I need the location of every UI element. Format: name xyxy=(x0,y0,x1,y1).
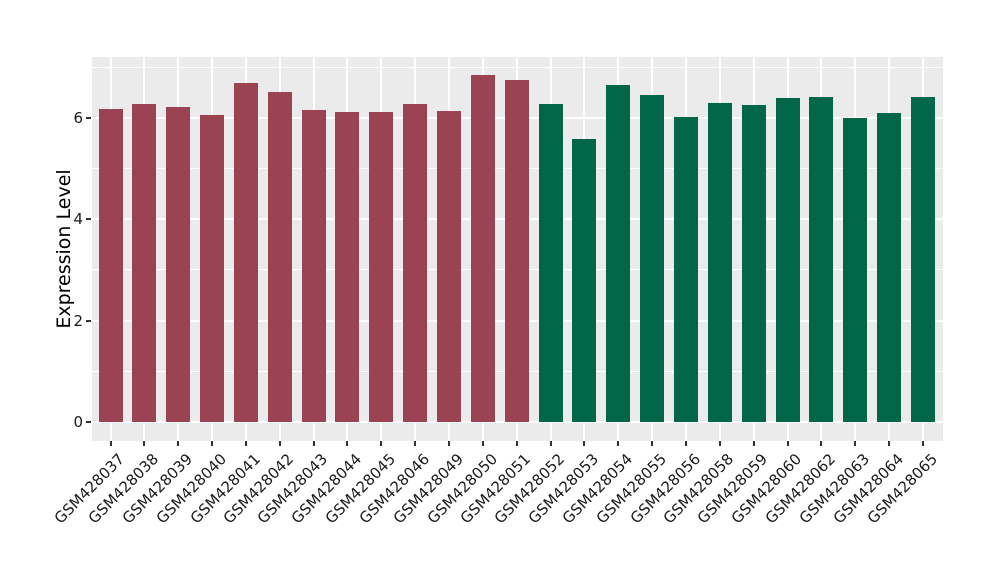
bar-GSM428059 xyxy=(741,105,766,422)
y-tick-label-4: 4 xyxy=(73,210,83,229)
bar-GSM428043 xyxy=(301,109,326,422)
bar-GSM428038 xyxy=(132,104,157,422)
x-tick-GSM428038 xyxy=(143,441,146,446)
bar-GSM428058 xyxy=(707,103,732,422)
bar-GSM428044 xyxy=(335,111,360,422)
plot-panel xyxy=(92,57,943,441)
x-tick-GSM428054 xyxy=(617,441,620,446)
bar-GSM428062 xyxy=(809,96,834,422)
bar-GSM428049 xyxy=(437,110,461,422)
bar-GSM428042 xyxy=(267,91,292,422)
x-tick-GSM428064 xyxy=(888,441,891,446)
x-tick-GSM428055 xyxy=(651,441,654,446)
y-tick-2 xyxy=(86,319,91,322)
x-tick-GSM428037 xyxy=(109,441,112,446)
bar-GSM428064 xyxy=(877,112,902,422)
x-tick-GSM428053 xyxy=(583,441,586,446)
x-tick-GSM428058 xyxy=(718,441,721,446)
x-tick-GSM428046 xyxy=(414,441,417,446)
y-tick-6 xyxy=(86,116,91,119)
y-tick-label-2: 2 xyxy=(73,311,83,330)
x-tick-GSM428062 xyxy=(820,441,823,446)
x-tick-GSM428056 xyxy=(684,441,687,446)
y-axis-title: Expression Level xyxy=(53,169,75,329)
bar-GSM428054 xyxy=(606,84,631,422)
bar-GSM428060 xyxy=(775,97,800,422)
x-tick-GSM428051 xyxy=(515,441,518,446)
x-tick-GSM428045 xyxy=(380,441,383,446)
x-tick-GSM428043 xyxy=(312,441,315,446)
y-tick-label-6: 6 xyxy=(73,108,83,127)
x-tick-GSM428063 xyxy=(854,441,857,446)
bar-GSM428056 xyxy=(673,116,698,422)
bar-GSM428052 xyxy=(538,103,563,422)
bar-GSM428041 xyxy=(233,83,258,422)
y-tick-4 xyxy=(86,218,91,221)
y-tick-0 xyxy=(86,421,91,423)
y-tick-label-0: 0 xyxy=(73,413,83,431)
x-tick-GSM428041 xyxy=(244,441,247,446)
bar-GSM428045 xyxy=(369,111,394,422)
x-tick-GSM428040 xyxy=(211,441,214,446)
x-tick-GSM428049 xyxy=(448,441,450,446)
bar-GSM428065 xyxy=(910,96,935,422)
bar-GSM428040 xyxy=(200,114,225,422)
x-tick-GSM428059 xyxy=(752,441,755,446)
bar-GSM428050 xyxy=(470,74,495,422)
x-tick-GSM428052 xyxy=(549,441,552,446)
x-tick-GSM428050 xyxy=(481,441,484,446)
bar-GSM428051 xyxy=(504,79,529,422)
bar-GSM428037 xyxy=(98,108,123,422)
x-tick-GSM428039 xyxy=(177,441,180,446)
x-tick-GSM428065 xyxy=(921,441,924,446)
bar-GSM428063 xyxy=(843,118,868,422)
x-tick-GSM428042 xyxy=(278,441,281,446)
x-tick-GSM428044 xyxy=(346,441,349,446)
bar-GSM428053 xyxy=(572,139,597,422)
bar-GSM428039 xyxy=(166,106,191,422)
bar-GSM428055 xyxy=(640,94,665,422)
x-tick-GSM428060 xyxy=(786,441,789,446)
bar-GSM428046 xyxy=(403,103,428,422)
